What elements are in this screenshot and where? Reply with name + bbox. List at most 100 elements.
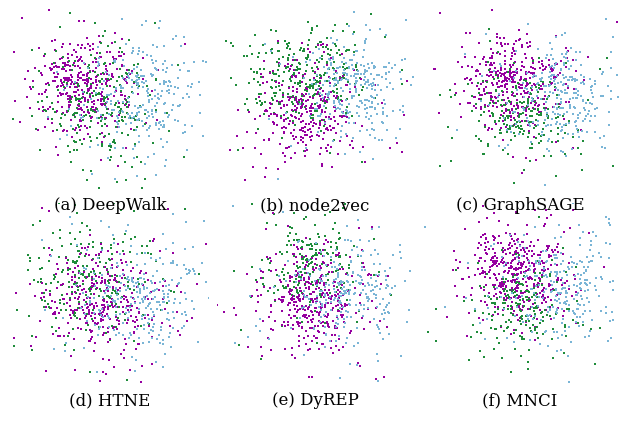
Point [321, 299, 331, 306]
Point [109, 240, 119, 247]
Point [502, 69, 512, 75]
Point [368, 125, 378, 132]
Point [500, 230, 510, 237]
Point [140, 312, 150, 319]
Point [480, 62, 490, 69]
Point [430, 292, 440, 299]
Point [105, 61, 115, 68]
Point [251, 277, 261, 284]
Point [598, 68, 608, 75]
Point [291, 96, 301, 103]
Point [326, 55, 336, 61]
Point [99, 313, 109, 320]
Point [338, 265, 348, 272]
Point [300, 282, 310, 288]
Point [225, 147, 235, 154]
Point [287, 62, 297, 69]
Point [538, 295, 548, 302]
Point [566, 253, 576, 260]
Point [87, 257, 97, 264]
Point [538, 331, 548, 337]
Point [313, 328, 323, 334]
Point [265, 70, 275, 77]
Point [440, 304, 450, 311]
Point [525, 297, 535, 304]
Point [489, 259, 499, 265]
Point [83, 77, 93, 84]
Point [558, 315, 568, 322]
Point [537, 314, 547, 321]
Point [357, 266, 367, 273]
Point [87, 89, 97, 96]
Point [498, 273, 508, 280]
Point [506, 302, 516, 309]
Point [507, 290, 517, 296]
Point [288, 250, 298, 257]
Point [164, 90, 174, 97]
Point [338, 311, 348, 318]
Point [336, 134, 346, 141]
Point [575, 235, 585, 242]
Point [319, 312, 329, 319]
Point [95, 308, 105, 314]
Point [328, 125, 338, 132]
Point [275, 98, 285, 105]
Point [353, 253, 363, 259]
Point [274, 56, 284, 63]
Point [358, 123, 368, 130]
Point [608, 34, 618, 40]
Point [274, 59, 284, 66]
Point [479, 88, 489, 95]
Point [524, 128, 534, 135]
Point [71, 62, 80, 69]
Point [331, 246, 341, 253]
Point [535, 270, 545, 276]
Point [322, 77, 332, 84]
Point [105, 157, 115, 164]
Point [320, 120, 330, 127]
Point [146, 255, 156, 262]
Point [62, 61, 72, 68]
Point [480, 121, 490, 128]
Point [39, 107, 49, 114]
Point [233, 147, 243, 153]
Point [540, 307, 550, 314]
Point [384, 264, 394, 271]
Point [133, 90, 143, 97]
Point [240, 176, 250, 183]
Point [308, 114, 318, 121]
Point [431, 337, 441, 344]
Point [160, 157, 170, 164]
Point [172, 308, 182, 315]
Point [604, 108, 614, 115]
Point [530, 337, 540, 344]
Point [464, 357, 474, 363]
Point [417, 112, 427, 118]
Point [521, 69, 531, 75]
Point [141, 106, 151, 113]
Point [295, 66, 305, 72]
Point [487, 82, 497, 89]
Point [371, 87, 381, 94]
Point [138, 55, 148, 62]
Point [522, 103, 532, 110]
Point [266, 47, 276, 54]
Point [562, 278, 572, 285]
Point [368, 98, 378, 105]
Point [339, 72, 349, 79]
Point [41, 86, 51, 93]
Point [168, 257, 178, 264]
Point [56, 226, 66, 233]
Point [144, 329, 154, 336]
Point [576, 272, 586, 279]
Point [457, 114, 467, 121]
Point [517, 296, 527, 303]
Point [505, 330, 515, 337]
Point [282, 45, 292, 52]
Point [572, 314, 582, 320]
Point [344, 47, 354, 54]
Point [276, 299, 286, 305]
Point [67, 134, 77, 141]
Point [334, 236, 344, 242]
Point [150, 256, 160, 263]
